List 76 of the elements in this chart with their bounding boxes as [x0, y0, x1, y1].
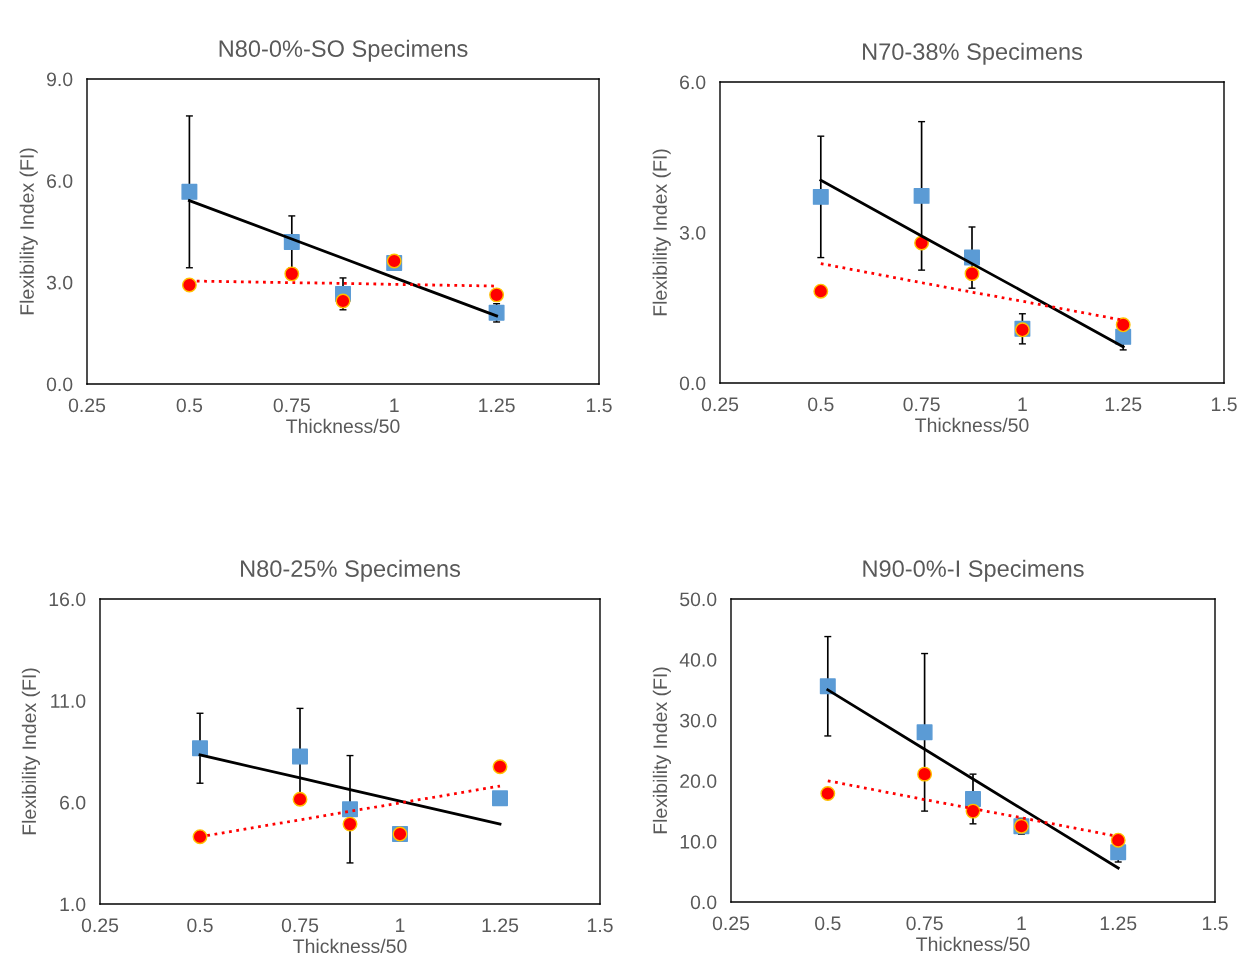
point	[284, 266, 300, 282]
x-tick-label: 1.25	[482, 918, 519, 933]
x-tick-label: 1	[390, 398, 399, 412]
y-tick-label: 16.0	[49, 592, 86, 607]
x-tick-label: 0.75	[273, 398, 310, 413]
y-axis-title: Flexibility Index (FI)	[19, 148, 38, 315]
x-tick-label: 1	[1018, 397, 1027, 411]
point	[342, 816, 358, 832]
point	[292, 791, 308, 807]
x-tick-label: 0.5	[815, 916, 841, 931]
y-tick-label: 6.0	[60, 795, 86, 810]
x-tick-label: 1.25	[479, 398, 515, 413]
point	[820, 786, 836, 801]
chart-title: N80-0%-SO Specimens	[219, 39, 468, 62]
point	[492, 759, 508, 775]
y-tick-label: 30.0	[680, 713, 717, 728]
y-tick-label: 9.0	[46, 72, 73, 87]
y-tick-label: 3.0	[679, 225, 706, 240]
point	[913, 187, 930, 204]
point	[917, 766, 933, 782]
y-tick-label: 6.0	[680, 75, 706, 90]
point	[916, 724, 933, 741]
x-tick-label: 0.5	[176, 398, 203, 413]
chart-title: N90-0%-I Specimens	[863, 559, 1084, 582]
y-axis-title: Flexibility Index (FI)	[652, 149, 671, 316]
point	[342, 801, 358, 818]
x-axis-title: Thickness/50	[915, 417, 1029, 433]
y-tick-label: 1.0	[60, 897, 86, 912]
x-tick-label: 1.5	[1211, 397, 1237, 412]
x-tick-label: 0.5	[808, 397, 834, 412]
y-tick-label: 3.0	[46, 275, 73, 290]
x-tick-label: 0.5	[187, 918, 213, 933]
x-axis-title: Thickness/50	[286, 418, 400, 434]
point	[813, 283, 829, 299]
y-tick-label: 10.0	[680, 834, 717, 849]
x-tick-label: 1.5	[587, 918, 613, 933]
point	[1115, 317, 1131, 333]
point	[965, 803, 981, 819]
chart-title: N70-38% Specimens	[863, 42, 1083, 65]
point	[292, 748, 308, 765]
x-tick-label: 1.25	[1100, 916, 1137, 931]
y-tick-label: 40.0	[679, 653, 717, 667]
point	[812, 188, 829, 205]
point	[492, 790, 508, 807]
x-tick-label: 0.25	[712, 916, 750, 931]
x-tick-label: 1.5	[1202, 916, 1228, 931]
y-axis-title: Flexibility Index (FI)	[652, 667, 671, 834]
x-tick-label: 0.25	[68, 398, 106, 413]
y-tick-label: 50.0	[680, 592, 717, 607]
x-tick-label: 0.25	[81, 918, 119, 933]
x-tick-label: 1	[1017, 916, 1026, 930]
x-tick-label: 1.5	[586, 398, 612, 413]
y-axis-title: Flexibility Index (FI)	[21, 668, 40, 835]
x-tick-label: 0.75	[903, 397, 940, 412]
x-tick-label: 0.25	[701, 397, 739, 412]
y-tick-label: 6.0	[47, 174, 73, 188]
chart-title: N80-25% Specimens	[241, 559, 461, 582]
y-tick-label: 20.0	[680, 774, 717, 789]
point	[181, 183, 198, 200]
y-tick-label: 0.0	[46, 377, 73, 392]
point	[1110, 832, 1126, 848]
y-tick-label: 0.0	[679, 376, 706, 391]
point	[964, 266, 980, 282]
x-axis-title: Thickness/50	[293, 938, 407, 954]
x-tick-label: 1	[396, 918, 405, 932]
point	[192, 829, 208, 845]
point	[181, 277, 197, 293]
x-axis-title: Thickness/50	[916, 936, 1030, 952]
point	[335, 293, 351, 309]
x-tick-label: 0.75	[281, 918, 319, 933]
point	[489, 287, 505, 303]
point	[192, 740, 208, 757]
x-tick-label: 1.25	[1105, 397, 1142, 412]
x-tick-label: 0.75	[906, 916, 943, 931]
y-tick-label: 11.0	[51, 694, 86, 708]
y-tick-label: 0.0	[690, 895, 717, 910]
